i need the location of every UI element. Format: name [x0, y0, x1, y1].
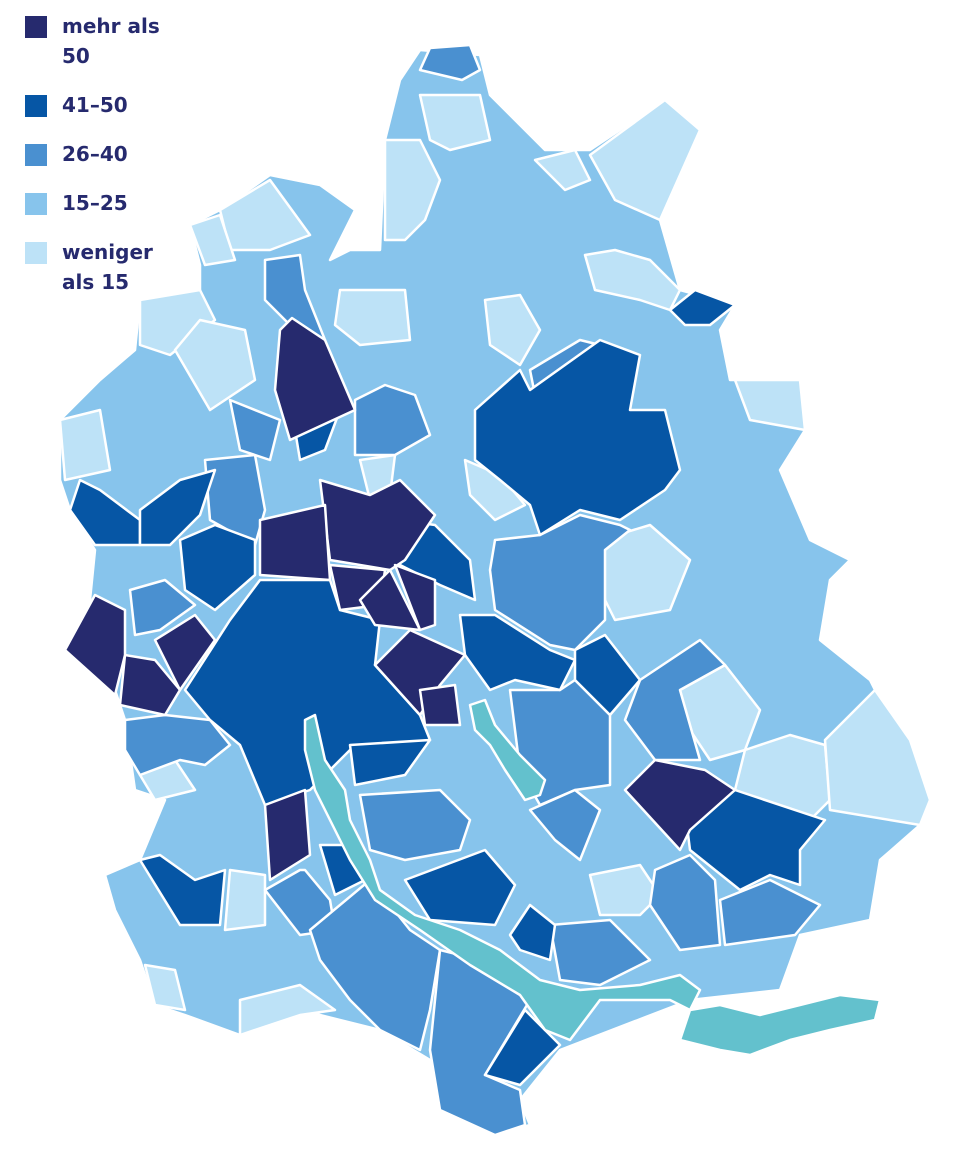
- municipality: [358, 788, 472, 862]
- municipality: [128, 578, 197, 637]
- municipality: [508, 903, 557, 962]
- municipality: [373, 628, 467, 717]
- municipality: [238, 983, 337, 1037]
- municipality: [178, 523, 257, 612]
- municipality: [123, 713, 232, 777]
- municipality: [333, 288, 412, 347]
- municipality: [418, 683, 462, 727]
- municipality: [573, 633, 642, 717]
- legend-swatch: [25, 193, 47, 215]
- municipality: [143, 963, 187, 1012]
- municipality: [318, 478, 437, 572]
- municipality: [383, 138, 442, 242]
- municipality: [393, 563, 437, 632]
- municipality: [263, 868, 337, 937]
- municipality: [403, 848, 517, 927]
- municipality: [718, 878, 822, 947]
- municipality: [418, 93, 492, 152]
- legend-item: weniger als 15: [25, 240, 172, 297]
- municipality: [623, 758, 737, 852]
- municipality: [588, 98, 702, 222]
- municipality: [483, 293, 542, 367]
- legend-swatch: [25, 95, 47, 117]
- legend-item: 15–25: [25, 191, 172, 218]
- lake: [468, 698, 547, 802]
- municipality: [353, 383, 432, 457]
- legend-label: 26–40: [62, 142, 128, 166]
- legend-swatch: [25, 16, 47, 38]
- municipality: [528, 788, 602, 862]
- municipality: [273, 316, 357, 442]
- municipality: [733, 378, 807, 432]
- municipality: [153, 613, 217, 692]
- municipality: [668, 288, 737, 327]
- municipality: [418, 43, 482, 82]
- legend-item: 41–50: [25, 93, 172, 120]
- municipality: [548, 918, 652, 987]
- municipality: [138, 853, 227, 927]
- municipality: [258, 503, 332, 582]
- municipality: [228, 398, 282, 462]
- municipality: [823, 688, 932, 827]
- municipality: [188, 213, 237, 267]
- municipality: [473, 338, 682, 537]
- municipality: [683, 788, 827, 892]
- municipality: [648, 853, 722, 952]
- legend-label: weniger als 15: [62, 240, 153, 294]
- municipality: [223, 868, 267, 932]
- municipality: [623, 638, 727, 762]
- municipality: [263, 788, 312, 882]
- legend-label: 41–50: [62, 93, 128, 117]
- municipality: [458, 613, 577, 692]
- municipality: [138, 468, 217, 547]
- lake: [678, 993, 882, 1057]
- municipality: [483, 1008, 562, 1087]
- municipality: [348, 738, 432, 787]
- municipality: [488, 513, 632, 652]
- legend-item: 26–40: [25, 142, 172, 169]
- legend: mehr als 50 41–50 26–40 15–25 weniger als 15: [25, 14, 172, 319]
- legend-swatch: [25, 242, 47, 264]
- municipality: [58, 408, 112, 482]
- municipality: [533, 148, 592, 192]
- legend-item: mehr als 50: [25, 14, 172, 71]
- legend-label: 15–25: [62, 191, 128, 215]
- municipality: [118, 653, 182, 717]
- municipality: [583, 248, 682, 312]
- legend-swatch: [25, 144, 47, 166]
- municipality: [173, 318, 257, 412]
- municipality: [63, 593, 127, 697]
- legend-label: mehr als 50: [62, 14, 160, 68]
